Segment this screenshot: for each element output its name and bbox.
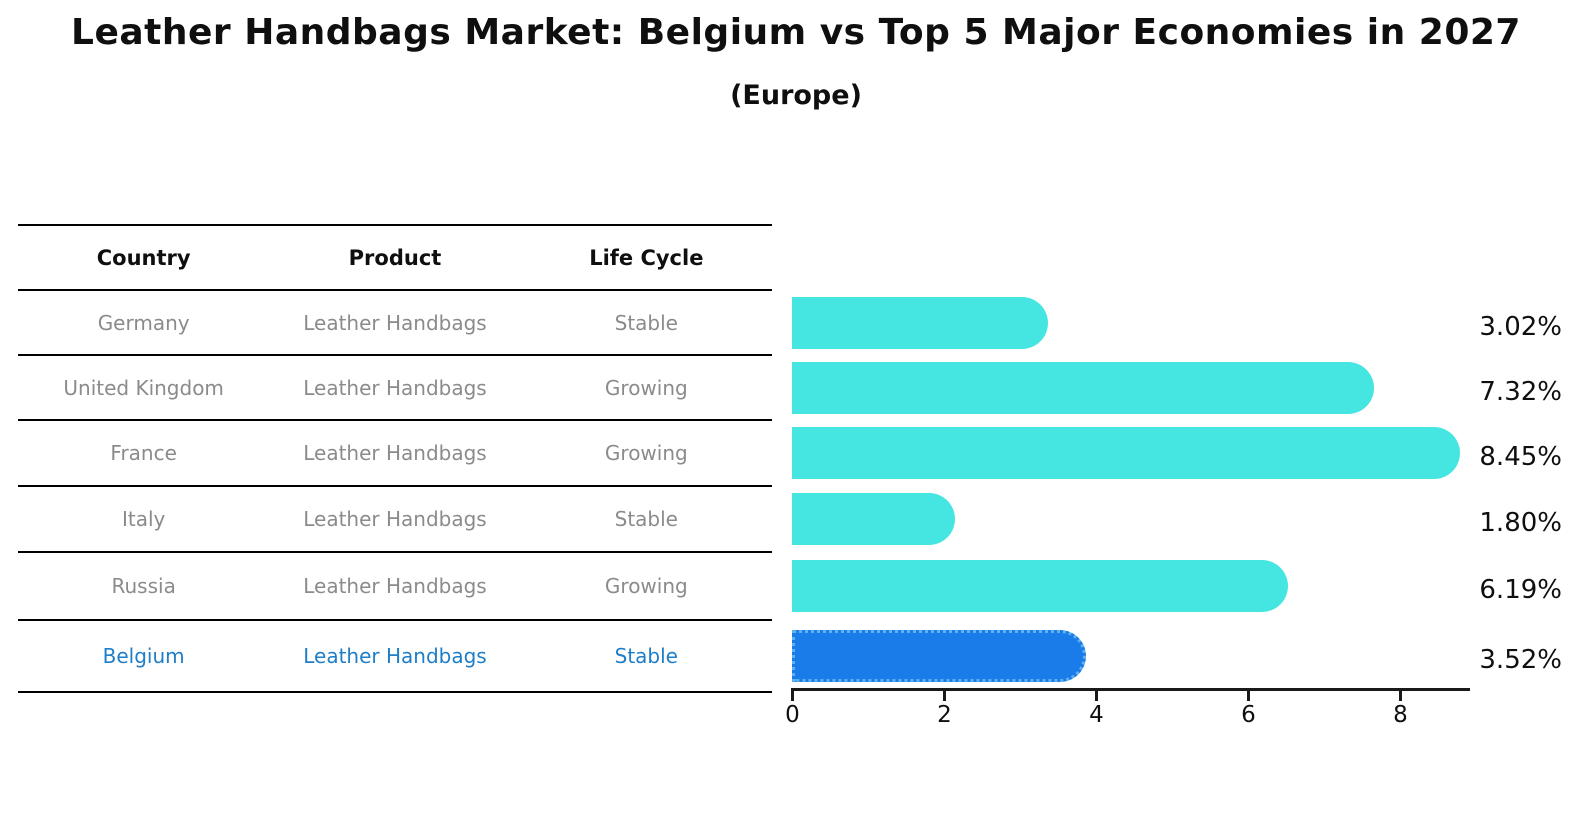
x-tick-mark bbox=[1399, 691, 1402, 701]
cell-country: France bbox=[110, 441, 177, 465]
cell-life-cycle: Stable bbox=[614, 310, 678, 335]
table-row: Germany Leather Handbags Stable bbox=[18, 291, 772, 356]
table-row: Russia Leather Handbags Growing bbox=[18, 553, 772, 621]
table-row: Belgium Leather Handbags Stable bbox=[18, 621, 772, 693]
cell-country: Belgium bbox=[102, 644, 185, 668]
x-tick-label: 4 bbox=[1089, 702, 1104, 728]
cell-life-cycle: Stable bbox=[614, 507, 678, 531]
cell-product: Leather Handbags bbox=[303, 644, 487, 668]
bar-italy bbox=[792, 493, 955, 545]
value-label: 3.02% bbox=[1479, 311, 1562, 342]
x-axis-line bbox=[791, 688, 1470, 691]
cell-country: Italy bbox=[121, 507, 166, 531]
bar-france bbox=[792, 427, 1460, 479]
x-tick-mark bbox=[1095, 691, 1098, 701]
chart-subtitle: (Europe) bbox=[730, 80, 862, 111]
value-label: 6.19% bbox=[1479, 575, 1562, 605]
value-label: 3.52% bbox=[1479, 645, 1562, 675]
cell-product: Leather Handbags bbox=[303, 574, 487, 598]
table-row: Italy Leather Handbags Stable bbox=[18, 487, 772, 553]
cell-country: United Kingdom bbox=[63, 375, 224, 400]
value-label: 8.45% bbox=[1479, 442, 1562, 472]
cell-product: Leather Handbags bbox=[303, 375, 487, 400]
cell-product: Leather Handbags bbox=[303, 507, 487, 531]
x-tick-label: 2 bbox=[937, 702, 952, 728]
bar-russia bbox=[792, 560, 1288, 612]
cell-country: Russia bbox=[111, 574, 176, 598]
x-tick-label: 0 bbox=[785, 702, 800, 728]
x-tick-mark bbox=[1247, 691, 1250, 701]
chart-title: Leather Handbags Market: Belgium vs Top … bbox=[71, 12, 1521, 53]
column-header-life-cycle: Life Cycle bbox=[589, 245, 704, 270]
x-tick-mark bbox=[791, 691, 794, 701]
column-header-product: Product bbox=[348, 245, 442, 270]
comparison-table: Country Product Life Cycle Germany Leathe… bbox=[18, 224, 772, 693]
bar-united-kingdom bbox=[792, 361, 1374, 414]
cell-life-cycle: Growing bbox=[604, 441, 688, 465]
table-header-row: Country Product Life Cycle bbox=[18, 226, 772, 291]
x-tick-label: 8 bbox=[1393, 702, 1408, 728]
x-tick-label: 6 bbox=[1241, 702, 1256, 728]
cell-life-cycle: Growing bbox=[604, 574, 688, 598]
column-header-country: Country bbox=[96, 245, 191, 270]
bar-germany bbox=[792, 296, 1048, 349]
bar-highlight-belgium bbox=[792, 630, 1086, 682]
value-label: 1.80% bbox=[1479, 508, 1562, 538]
cell-country: Germany bbox=[97, 310, 190, 335]
value-label: 7.32% bbox=[1479, 376, 1562, 407]
cell-product: Leather Handbags bbox=[303, 310, 487, 335]
cell-product: Leather Handbags bbox=[303, 441, 487, 465]
cell-life-cycle: Stable bbox=[614, 644, 678, 668]
table-row: France Leather Handbags Growing bbox=[18, 421, 772, 487]
x-tick-mark bbox=[943, 691, 946, 701]
cell-life-cycle: Growing bbox=[604, 375, 688, 400]
table-body: Germany Leather Handbags Stable United King… bbox=[18, 291, 772, 693]
table-row: United Kingdom Leather Handbags Growing bbox=[18, 356, 772, 421]
